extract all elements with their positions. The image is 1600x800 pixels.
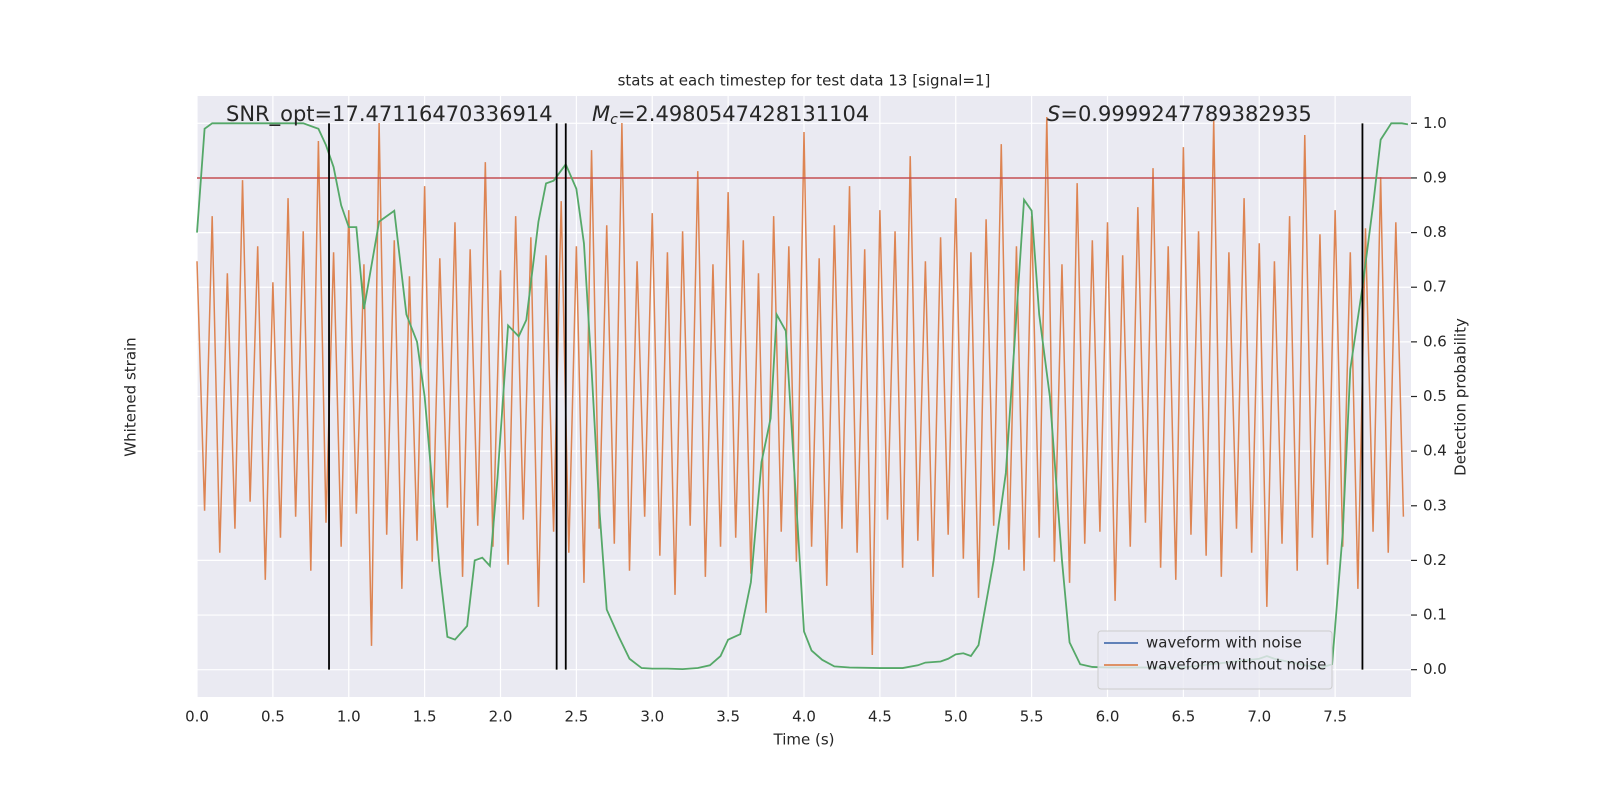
annotation-text: =0.9999247789382935 xyxy=(1060,102,1311,126)
x-tick-label: 6.5 xyxy=(1171,708,1195,726)
annotation: Mc=2.4980547428131104 xyxy=(592,102,869,128)
legend-box xyxy=(1097,630,1333,690)
legend-label: waveform with noise xyxy=(1146,634,1302,652)
y2-tick-label: 0.2 xyxy=(1423,551,1447,569)
x-tick-label: 6.0 xyxy=(1096,708,1120,726)
x-tick-label: 2.5 xyxy=(564,708,588,726)
x-tick-label: 1.5 xyxy=(413,708,437,726)
x-tick-label: 4.5 xyxy=(868,708,892,726)
y2-axis-label: Detection probability xyxy=(1452,318,1470,476)
annotation-subscript: c xyxy=(610,112,618,128)
legend-label: waveform without noise xyxy=(1146,656,1326,674)
y2-tick-label: 0.3 xyxy=(1423,496,1447,514)
y2-tick-label: 0.6 xyxy=(1423,332,1447,350)
x-tick-label: 0.0 xyxy=(185,708,209,726)
x-tick-label: 7.5 xyxy=(1323,708,1347,726)
x-tick-label: 4.0 xyxy=(792,708,816,726)
y2-tick-label: 0.5 xyxy=(1423,387,1447,405)
annotation-symbol: M xyxy=(592,102,610,126)
y2-tick-label: 0.4 xyxy=(1423,442,1447,460)
x-tick-label: 7.0 xyxy=(1247,708,1271,726)
legend: waveform with noise waveform without nois… xyxy=(1097,630,1333,690)
chart-title: stats at each timestep for test data 13 … xyxy=(618,72,991,90)
y-axis-label: Whitened strain xyxy=(122,337,140,456)
annotation-symbol: S xyxy=(1047,102,1060,126)
annotation-text: =2.4980547428131104 xyxy=(618,102,869,126)
y2-tick-label: 0.7 xyxy=(1423,278,1447,296)
x-tick-label: 5.5 xyxy=(1020,708,1044,726)
annotation: S=0.9999247789382935 xyxy=(1047,102,1312,126)
y2-tick-label: 0.0 xyxy=(1423,660,1447,678)
y2-tick-label: 0.1 xyxy=(1423,606,1447,624)
x-tick-label: 3.0 xyxy=(640,708,664,726)
y2-tick-label: 1.0 xyxy=(1423,114,1447,132)
y2-tick-label: 0.9 xyxy=(1423,168,1447,186)
x-tick-label: 3.5 xyxy=(716,708,740,726)
annotation: SNR_opt=17.47116470336914 xyxy=(226,102,553,127)
x-axis-label: Time (s) xyxy=(773,731,835,749)
series-line xyxy=(196,117,1405,655)
x-tick-label: 1.0 xyxy=(337,708,361,726)
x-tick-label: 0.5 xyxy=(261,708,285,726)
y2-tick-label: 0.8 xyxy=(1423,223,1447,241)
x-tick-label: 2.0 xyxy=(489,708,513,726)
series-line xyxy=(196,122,1409,671)
marks xyxy=(196,117,1411,671)
x-tick-label: 5.0 xyxy=(944,708,968,726)
